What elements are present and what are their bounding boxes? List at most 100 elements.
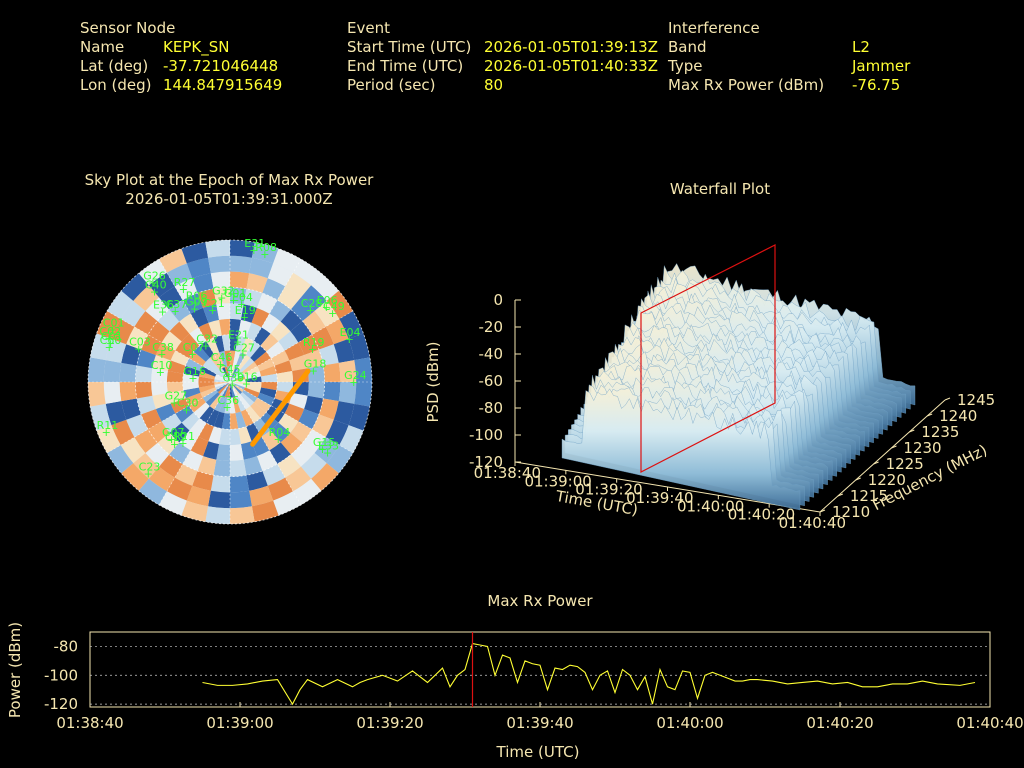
skyplot-cell: [111, 419, 135, 446]
time-axis-label: Time (UTC): [553, 487, 639, 519]
maxpower-xtick-label: 01:39:20: [356, 714, 423, 732]
event-period-key: Period (sec): [347, 76, 436, 94]
skyplot-cell: [189, 351, 206, 367]
satellite-plus: +: [308, 343, 317, 356]
satellite-e04: +E04: [340, 326, 361, 346]
skyplot-cell: [242, 389, 258, 403]
skyplot-cell: [270, 350, 290, 366]
skyplot-cell: [293, 259, 322, 286]
skyplot-cell: [235, 411, 247, 429]
skyplot-interference-track: [250, 368, 311, 447]
satellite-c46: +C46: [211, 351, 233, 371]
satellite-r19: +R19: [303, 336, 325, 356]
maxpower-title: Max Rx Power: [487, 592, 593, 610]
skyplot-cell: [230, 413, 239, 430]
skyplot-cell: [246, 422, 262, 442]
waterfall-ridge: [564, 384, 805, 507]
skyplot-cell: [141, 334, 162, 356]
satellite-c10: +C10: [151, 359, 173, 379]
skyplot-cell: [199, 406, 215, 423]
skyplot-cell: [159, 286, 183, 310]
skyplot-cell: [148, 321, 170, 343]
frequency-axis-label: Frequency (MHz): [869, 441, 989, 514]
satellite-plus: +: [108, 323, 117, 336]
maxpower-trace: [202, 632, 976, 707]
skyplot-cell: [119, 362, 137, 382]
skyplot-cell: [205, 240, 230, 258]
skyplot-cell: [135, 382, 153, 399]
satellite-plus: +: [156, 366, 165, 379]
satellite-label: E06: [317, 294, 338, 307]
skyplot-cell: [338, 382, 357, 404]
satellite-plus: +: [182, 404, 191, 417]
skyplot-cell: [155, 342, 176, 361]
skyplot-cell: [221, 334, 230, 351]
skyplot-cell: [339, 311, 364, 339]
satellite-plus: +: [238, 349, 247, 362]
time-tick-label: 01:39:40: [626, 489, 693, 507]
skyplot-cell: [257, 358, 275, 372]
skyplot-cell: [175, 405, 194, 423]
frequency-tick-label: 1230: [903, 439, 941, 457]
skyplot-cell: [186, 485, 211, 507]
satellite-plus: +: [242, 378, 251, 391]
skyplot-cell: [185, 358, 203, 372]
skyplot-spoke: [158, 258, 231, 383]
skyplot-cell: [105, 401, 127, 426]
skyplot-cell: [182, 450, 204, 471]
skyplot-cell: [215, 374, 230, 382]
satellite-c45: +C45: [219, 363, 241, 383]
skyplot-cell: [157, 432, 180, 455]
skyplot-cell: [240, 409, 254, 427]
skyplot-spoke: [229, 381, 354, 454]
waterfall-ridge: [561, 388, 801, 511]
frequency-tick: [891, 445, 897, 449]
waterfall-ridge: [608, 310, 870, 448]
skyplot-cell: [261, 373, 278, 382]
satellite-label: G15: [313, 436, 336, 449]
skyplot-cell: [179, 430, 199, 451]
satellite-r21: +R21: [173, 430, 195, 450]
skyplot-cell: [138, 478, 167, 505]
skyplot-cell: [245, 376, 262, 382]
skyplot-cell: [103, 360, 122, 382]
satellite-label: E36: [153, 299, 174, 312]
skyplot-cell: [227, 382, 230, 398]
satellite-plus: +: [318, 443, 327, 456]
skyplot-cell: [249, 485, 274, 507]
skyplot-cell: [240, 337, 254, 355]
skyplot-cell: [240, 357, 255, 372]
skyplot-cell: [169, 300, 191, 322]
satellite-plus: +: [216, 358, 225, 371]
satellite-plus: +: [349, 376, 358, 389]
satellite-plus: +: [260, 248, 269, 261]
psd-tick-label: -80: [479, 399, 504, 417]
skyplot-cell: [266, 405, 285, 423]
skyplot-cell: [210, 271, 230, 289]
maxpower-grid: [90, 646, 990, 705]
skyplot-cell: [133, 285, 160, 312]
satellite-label: E33: [318, 439, 339, 452]
skyplot-title: Sky Plot at the Epoch of Max Rx Power: [84, 171, 374, 189]
satellite-plus: +: [188, 348, 197, 361]
frequency-tick-label: 1235: [921, 423, 959, 441]
skyplot-cell: [249, 257, 274, 279]
skyplot-cell: [181, 242, 209, 264]
skyplot-cell: [166, 382, 184, 393]
skyplot-cell: [254, 351, 271, 367]
skyplot-cell: [183, 387, 201, 399]
satellite-g16: +G16: [183, 365, 206, 385]
skyplot-cell: [243, 366, 260, 377]
skyplot-cell: [121, 344, 142, 366]
sensor-lon-value: 144.847915649: [163, 76, 283, 94]
interference-power-value: -76.75: [852, 76, 901, 94]
satellite-r08: +R08: [255, 241, 277, 261]
interference-track-line: [250, 368, 311, 447]
skyplot-cell: [261, 430, 281, 451]
skyplot-cell: [314, 437, 340, 464]
satellite-label: C36: [217, 394, 239, 407]
frequency-tick-label: 1215: [850, 487, 888, 505]
skyplot-cell: [230, 303, 244, 320]
skyplot-satellites: +G26+C40 +R27+E31+R08+C28 +E06+C49+R06+C21…: [97, 237, 367, 481]
skyplot-cell: [133, 452, 160, 479]
